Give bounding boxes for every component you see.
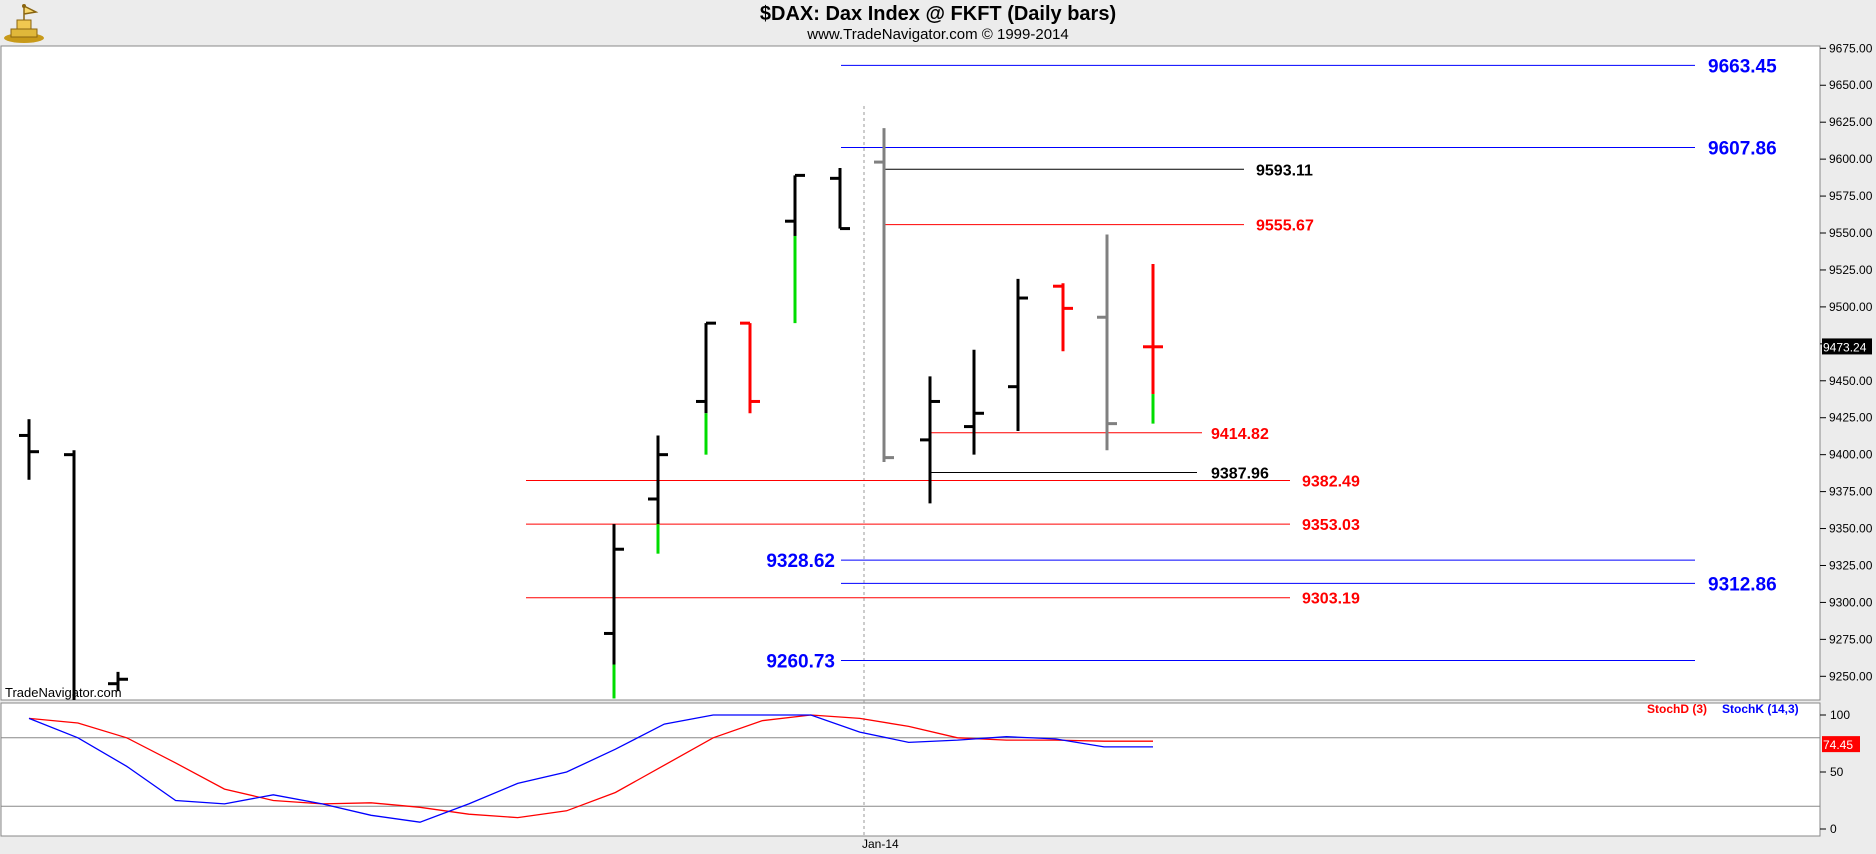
support-resistance-levels: 9663.45 9607.86 9593.11 9555.67 9414.82 9387.… [526, 56, 1777, 672]
chart-header: $DAX: Dax Index @ FKFT (Daily bars) www.… [0, 0, 1876, 46]
price-bars [19, 128, 1163, 700]
y-tick-label: 9350.00 [1829, 522, 1873, 536]
level-label: 9387.96 [1211, 465, 1269, 482]
y-tick-label: 9675.00 [1829, 41, 1873, 55]
stoch-tick-label: 100 [1830, 708, 1850, 722]
level-label: 9328.62 [766, 551, 835, 572]
price-bar [964, 349, 984, 455]
price-bar [1053, 283, 1073, 352]
y-tick-label: 9325.00 [1829, 558, 1873, 572]
legend-stochd: StochD (3) [1647, 702, 1707, 716]
y-tick-label: 9575.00 [1829, 189, 1873, 203]
price-bar [19, 419, 39, 480]
y-tick-label: 9550.00 [1829, 226, 1873, 240]
level-label: 9312.86 [1708, 574, 1777, 595]
last-price-label: 9473.24 [1823, 340, 1867, 354]
y-tick-label: 9300.00 [1829, 595, 1873, 609]
last-price-badge [1822, 338, 1872, 355]
level-label: 9607.86 [1708, 139, 1777, 160]
y-tick-label: 9375.00 [1829, 485, 1873, 499]
stoch-last-badge [1822, 736, 1860, 753]
level-label: 9303.19 [1302, 591, 1360, 608]
y-tick-label: 9525.00 [1829, 263, 1873, 277]
price-bar [64, 450, 76, 700]
legend-stochk: StochK (14,3) [1722, 702, 1799, 716]
stochastic-panel: 100 50 0 StochD (3) StochK (14,3) 74.45 [1, 702, 1860, 836]
level-label: 9555.67 [1256, 218, 1314, 235]
stoch-panel-background [0, 702, 1821, 837]
price-panel-background [0, 45, 1821, 701]
price-bar [604, 524, 624, 699]
x-axis-label-jan14: Jan-14 [862, 837, 899, 851]
y-tick-label: 9625.00 [1829, 115, 1873, 129]
y-tick-label: 9425.00 [1829, 411, 1873, 425]
price-bar [108, 671, 128, 692]
y-tick-label: 9600.00 [1829, 152, 1873, 166]
y-tick-label: 9650.00 [1829, 78, 1873, 92]
stoch-tick-label: 50 [1830, 765, 1844, 779]
price-bar [1097, 234, 1117, 451]
price-bar [740, 321, 760, 414]
stoch-last-label: 74.45 [1823, 738, 1853, 752]
stoch-series-line [28, 714, 1153, 819]
price-bar [696, 321, 716, 455]
chart-title: $DAX: Dax Index @ FKFT (Daily bars) [759, 3, 1117, 25]
level-label: 9663.45 [1708, 56, 1777, 77]
y-tick-label: 9450.00 [1829, 374, 1873, 388]
price-axis: 9675.00 9650.00 9625.00 9600.00 9575.00 9550.… [1820, 41, 1873, 683]
level-label: 9593.11 [1256, 162, 1313, 179]
price-bar [830, 167, 850, 231]
price-bar [920, 376, 940, 504]
y-tick-label: 9400.00 [1829, 448, 1873, 462]
price-bar [1143, 264, 1163, 424]
level-label: 9382.49 [1302, 474, 1360, 491]
watermark-text: TradeNavigator.com [5, 685, 122, 700]
y-tick-label: 9250.00 [1829, 669, 1873, 683]
y-tick-label: 9500.00 [1829, 300, 1873, 314]
price-bar [1008, 278, 1028, 432]
level-label: 9353.03 [1302, 517, 1360, 534]
level-label: 9414.82 [1211, 426, 1269, 443]
stoch-tick-label: 0 [1830, 822, 1837, 836]
y-tick-label: 9275.00 [1829, 632, 1873, 646]
stoch-series-line [28, 714, 1153, 823]
chart-subtitle: www.TradeNavigator.com © 1999-2014 [807, 26, 1069, 43]
tradenavigator-logo-icon [4, 4, 44, 43]
price-bar [785, 173, 805, 324]
level-label: 9260.73 [766, 651, 835, 672]
price-bar [648, 435, 668, 554]
price-bar [874, 128, 894, 463]
